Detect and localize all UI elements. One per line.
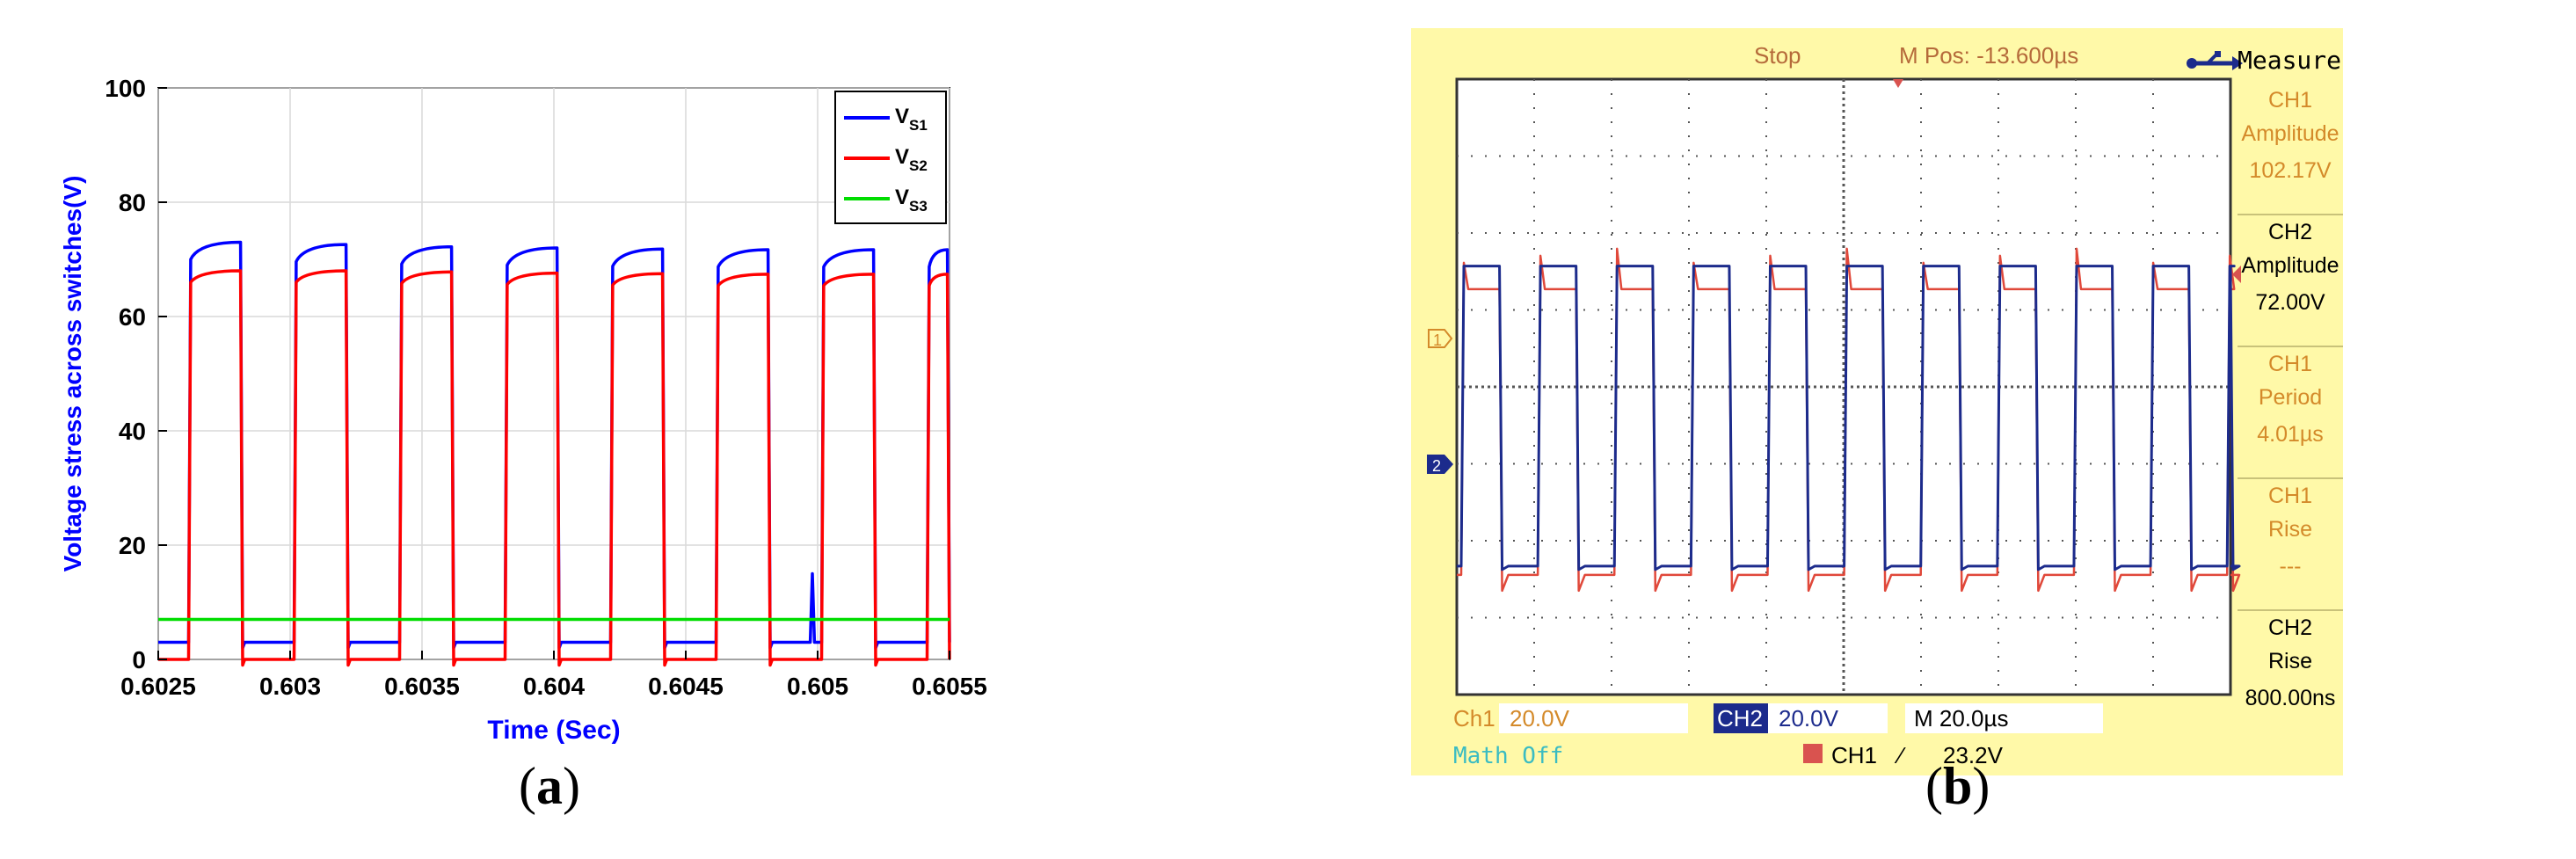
ch2-scale: 20.0V <box>1779 705 1839 732</box>
y-tick-label: 80 <box>119 189 146 216</box>
marker-2-text: 2 <box>1432 457 1441 475</box>
panel-label-b-close: ) <box>1972 757 1990 815</box>
series-line-2 <box>158 269 951 667</box>
panel-label-a-open: ( <box>519 757 536 815</box>
measure-channel: CH1 <box>2268 352 2312 376</box>
ch1-scale: 20.0V <box>1510 705 1570 732</box>
series-line-1 <box>158 240 951 650</box>
ch2-label-box <box>1714 703 1768 733</box>
axes-group: 0.6025 0.603 0.6035 0.604 0.6045 0.605 0.6055 0… <box>105 75 987 700</box>
ch1-label: Ch1 <box>1453 705 1495 732</box>
measure-value: 72.00V <box>2255 290 2325 315</box>
trigger-channel: CH1 <box>1831 742 1877 768</box>
legend-label: VS2 <box>895 145 928 174</box>
measure-value: 4.01µs <box>2257 422 2324 447</box>
ch1-scale-box <box>1499 703 1688 733</box>
chart-a: 0.6025 0.603 0.6035 0.604 0.6045 0.605 0.6055 0… <box>59 75 987 745</box>
trace-ch2 <box>1457 265 2241 571</box>
measure-channel: CH1 <box>2268 484 2312 508</box>
panel-label-a: (a) <box>519 756 580 817</box>
measure-channel: CH2 <box>2268 220 2312 244</box>
y-tick-label: 20 <box>119 532 146 559</box>
panel-label-a-letter: a <box>535 757 563 815</box>
measure-title: Measure <box>2238 46 2341 75</box>
measure-name: Rise <box>2268 649 2312 673</box>
measure-name: Amplitude <box>2241 121 2339 146</box>
legend-label: VS1 <box>895 105 928 134</box>
x-tick-label: 0.603 <box>259 673 321 700</box>
y-tick-label: 60 <box>119 303 146 331</box>
time-scale-box <box>1905 703 2103 733</box>
y-tick-label: 40 <box>119 418 146 445</box>
scope-traces <box>1457 247 2241 593</box>
y-axis-label: Voltage stress across switches(V) <box>59 176 86 572</box>
x-tick-label: 0.6045 <box>648 673 724 700</box>
scope-grid <box>1457 79 2230 695</box>
measure-panel: CH1 Amplitude 102.17V CH2 Amplitude 72.00V CH1… <box>2238 88 2343 710</box>
panel-label-b: (b) <box>1925 756 1990 817</box>
panel-label-a-close: ) <box>562 757 580 815</box>
y-tick-label: 100 <box>105 75 146 102</box>
ch2-ground-marker: 2 <box>1427 455 1453 475</box>
panel-label-b-letter: b <box>1942 757 1973 815</box>
measure-name: Period <box>2259 385 2322 410</box>
ch2-scale-box <box>1768 703 1888 733</box>
legend-label: VS3 <box>895 186 928 215</box>
measure-value: 102.17V <box>2249 158 2331 183</box>
x-axis-label: Time (Sec) <box>487 716 620 745</box>
x-tick-label: 0.605 <box>787 673 848 700</box>
marker-1-text: 1 <box>1433 331 1442 349</box>
measure-channel: CH2 <box>2268 615 2312 640</box>
x-tick-label: 0.6025 <box>120 673 196 700</box>
measure-channel: CH1 <box>2268 88 2312 113</box>
measure-name: Rise <box>2268 517 2312 542</box>
measure-value: 800.00ns <box>2245 686 2336 710</box>
x-tick-label: 0.604 <box>523 673 585 700</box>
y-tick-label: 0 <box>132 646 146 673</box>
math-status: Math Off <box>1453 743 1563 769</box>
x-tick-label: 0.6035 <box>384 673 460 700</box>
x-tick-label: 0.6055 <box>912 673 987 700</box>
ch2-label: CH2 <box>1717 705 1763 732</box>
ch1-ground-marker: 1 <box>1428 329 1453 349</box>
trigger-position-marker <box>1893 79 1903 88</box>
scope-status: Stop <box>1754 42 1801 69</box>
legend: VS1 VS2 VS3 <box>834 91 947 224</box>
panel-label-b-open: ( <box>1925 757 1943 815</box>
usb-icon <box>2187 51 2243 70</box>
time-scale: M 20.0µs <box>1914 705 2008 732</box>
trigger-level: 23.2V <box>1943 742 2004 768</box>
scope-mpos: M Pos: -13.600µs <box>1899 42 2078 69</box>
measure-value: --- <box>2280 554 2302 579</box>
series-group <box>158 240 951 667</box>
trigger-icon <box>1803 744 1823 763</box>
chart-b-oscilloscope: Stop M Pos: -13.600µs 1 2 Measure CH1 Amp… <box>1411 28 2343 775</box>
trigger-level-marker <box>2232 266 2241 283</box>
measure-name: Amplitude <box>2241 253 2339 278</box>
